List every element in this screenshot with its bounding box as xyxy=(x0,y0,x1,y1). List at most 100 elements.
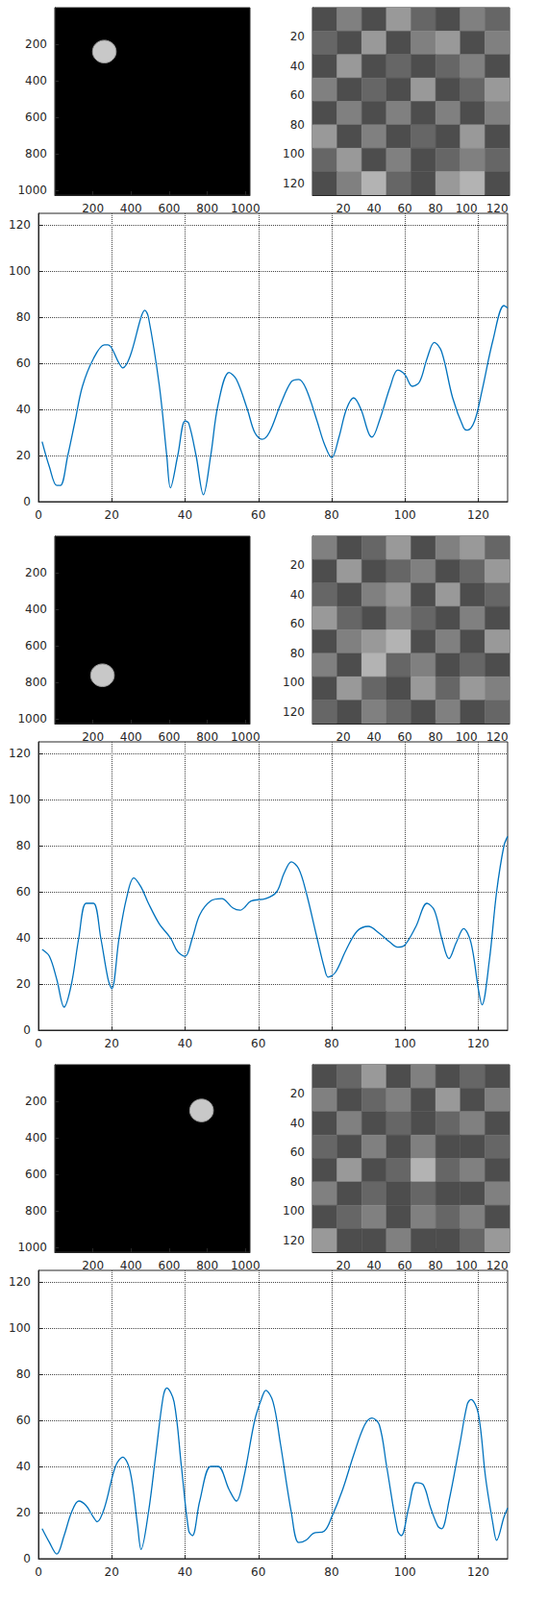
svg-text:600: 600 xyxy=(24,110,48,125)
svg-text:100: 100 xyxy=(455,201,478,216)
svg-text:80: 80 xyxy=(427,201,443,216)
svg-text:100: 100 xyxy=(8,793,31,807)
svg-text:60: 60 xyxy=(16,356,31,371)
svg-text:100: 100 xyxy=(394,1566,417,1580)
svg-text:0: 0 xyxy=(34,1037,43,1051)
svg-text:0: 0 xyxy=(23,495,31,509)
svg-text:200: 200 xyxy=(81,1259,104,1273)
svg-text:0: 0 xyxy=(23,1552,31,1567)
svg-text:400: 400 xyxy=(24,1131,48,1146)
svg-text:40: 40 xyxy=(290,588,305,602)
svg-text:1000: 1000 xyxy=(230,1259,261,1273)
svg-text:40: 40 xyxy=(177,508,193,523)
svg-text:400: 400 xyxy=(24,74,48,88)
svg-text:80: 80 xyxy=(427,730,443,745)
svg-text:120: 120 xyxy=(282,176,305,191)
svg-text:60: 60 xyxy=(250,508,266,523)
svg-text:60: 60 xyxy=(397,1259,412,1273)
svg-text:400: 400 xyxy=(120,730,143,745)
svg-text:1000: 1000 xyxy=(230,730,261,745)
svg-text:120: 120 xyxy=(486,1259,509,1273)
svg-text:200: 200 xyxy=(81,201,104,216)
svg-text:400: 400 xyxy=(24,602,48,617)
svg-text:120: 120 xyxy=(467,1566,490,1580)
svg-text:20: 20 xyxy=(16,448,31,463)
svg-text:120: 120 xyxy=(8,218,31,232)
svg-text:600: 600 xyxy=(157,730,180,745)
svg-text:20: 20 xyxy=(104,508,120,523)
svg-text:60: 60 xyxy=(397,730,412,745)
svg-text:100: 100 xyxy=(282,1204,305,1219)
svg-text:0: 0 xyxy=(34,508,43,523)
svg-text:400: 400 xyxy=(120,201,143,216)
svg-text:20: 20 xyxy=(335,730,350,745)
svg-text:200: 200 xyxy=(24,37,48,51)
svg-text:20: 20 xyxy=(290,558,305,573)
svg-text:120: 120 xyxy=(8,747,31,761)
svg-text:80: 80 xyxy=(290,118,305,132)
svg-text:80: 80 xyxy=(427,1259,443,1273)
svg-text:0: 0 xyxy=(34,1566,43,1580)
svg-text:60: 60 xyxy=(290,1145,305,1160)
svg-text:100: 100 xyxy=(394,1037,417,1051)
svg-text:40: 40 xyxy=(16,931,31,946)
svg-text:80: 80 xyxy=(323,508,339,523)
svg-text:120: 120 xyxy=(8,1275,31,1290)
svg-text:120: 120 xyxy=(282,1234,305,1248)
svg-text:100: 100 xyxy=(455,1259,478,1273)
svg-text:120: 120 xyxy=(486,730,509,745)
svg-text:1000: 1000 xyxy=(230,201,261,216)
svg-text:100: 100 xyxy=(282,675,305,690)
svg-text:800: 800 xyxy=(24,1204,48,1219)
svg-text:40: 40 xyxy=(290,59,305,74)
svg-text:20: 20 xyxy=(16,1506,31,1520)
svg-text:20: 20 xyxy=(290,29,305,44)
svg-text:60: 60 xyxy=(397,201,412,216)
svg-text:20: 20 xyxy=(104,1566,120,1580)
svg-text:600: 600 xyxy=(157,1259,180,1273)
svg-text:200: 200 xyxy=(81,730,104,745)
svg-text:0: 0 xyxy=(23,1023,31,1038)
svg-text:60: 60 xyxy=(290,88,305,102)
svg-text:60: 60 xyxy=(16,885,31,899)
svg-text:60: 60 xyxy=(250,1037,266,1051)
svg-text:100: 100 xyxy=(394,508,417,523)
svg-text:120: 120 xyxy=(467,508,490,523)
svg-text:40: 40 xyxy=(16,402,31,417)
svg-text:200: 200 xyxy=(24,1095,48,1109)
svg-text:1000: 1000 xyxy=(17,1241,48,1255)
svg-text:20: 20 xyxy=(290,1087,305,1101)
svg-text:800: 800 xyxy=(196,1259,219,1273)
svg-text:40: 40 xyxy=(290,1117,305,1131)
svg-text:20: 20 xyxy=(335,1259,350,1273)
svg-text:800: 800 xyxy=(24,675,48,690)
svg-text:600: 600 xyxy=(24,639,48,653)
svg-text:40: 40 xyxy=(177,1566,193,1580)
svg-text:60: 60 xyxy=(16,1414,31,1428)
svg-text:80: 80 xyxy=(16,310,31,324)
svg-text:1000: 1000 xyxy=(17,183,48,198)
svg-text:120: 120 xyxy=(467,1037,490,1051)
svg-text:80: 80 xyxy=(290,647,305,661)
svg-text:60: 60 xyxy=(250,1566,266,1580)
svg-text:800: 800 xyxy=(196,730,219,745)
svg-text:400: 400 xyxy=(120,1259,143,1273)
svg-text:600: 600 xyxy=(157,201,180,216)
svg-text:80: 80 xyxy=(16,839,31,853)
svg-text:80: 80 xyxy=(323,1566,339,1580)
svg-text:20: 20 xyxy=(335,201,350,216)
svg-text:20: 20 xyxy=(16,977,31,992)
svg-text:80: 80 xyxy=(16,1368,31,1382)
svg-text:120: 120 xyxy=(486,201,509,216)
svg-text:40: 40 xyxy=(16,1460,31,1474)
svg-text:600: 600 xyxy=(24,1168,48,1182)
svg-text:800: 800 xyxy=(196,201,219,216)
svg-text:100: 100 xyxy=(8,1321,31,1336)
svg-text:120: 120 xyxy=(282,705,305,720)
svg-text:40: 40 xyxy=(366,201,381,216)
svg-text:100: 100 xyxy=(282,147,305,161)
svg-text:40: 40 xyxy=(177,1037,193,1051)
svg-text:100: 100 xyxy=(455,730,478,745)
svg-text:100: 100 xyxy=(8,264,31,278)
svg-text:20: 20 xyxy=(104,1037,120,1051)
